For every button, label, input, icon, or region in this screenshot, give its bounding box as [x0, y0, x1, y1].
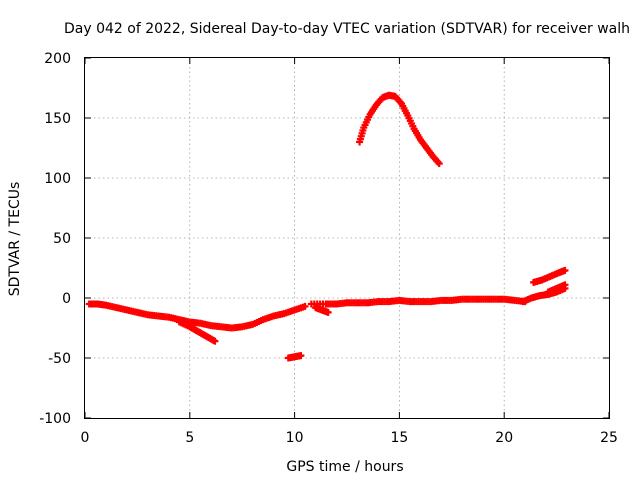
data-point: [435, 160, 443, 168]
series-midday-dips: [312, 304, 332, 316]
data-point: [324, 308, 332, 316]
data-point: [561, 266, 569, 274]
data-point: [301, 302, 309, 310]
x-tick-label: 25: [600, 430, 618, 446]
x-tick-label: 10: [286, 430, 304, 446]
series-descending-branch: [175, 318, 219, 345]
x-tick-label: 20: [495, 430, 513, 446]
series-offset-segment: [284, 352, 305, 362]
y-tick-label: 100: [44, 171, 71, 187]
chart-title: Day 042 of 2022, Sidereal Day-to-day VTE…: [64, 21, 630, 37]
data-point: [297, 352, 305, 360]
y-tick-label: -100: [39, 411, 71, 427]
series-late-upper: [530, 266, 569, 286]
y-tick-label: 50: [53, 231, 71, 247]
y-tick-label: 200: [44, 51, 71, 67]
x-tick-label: 15: [390, 430, 408, 446]
series-hump: [356, 91, 443, 168]
series-late-lower: [519, 284, 569, 306]
series-midday-trace: [307, 295, 529, 308]
y-tick-label: 150: [44, 111, 71, 127]
data-point: [211, 337, 219, 345]
x-tick-label: 0: [81, 430, 90, 446]
data-point: [561, 281, 569, 289]
series-late-upper-2: [544, 281, 569, 296]
plot-frame: [84, 57, 610, 419]
y-tick-label: -50: [48, 351, 71, 367]
series-main-trace: [85, 300, 309, 332]
y-tick-labels: -100 -50 0 50 100 150 200: [39, 51, 71, 427]
x-tick-labels: 0 5 10 15 20 25: [81, 430, 618, 446]
x-axis-label: GPS time / hours: [286, 459, 403, 475]
y-tick-label: 0: [62, 291, 71, 307]
data-points: [85, 91, 569, 362]
y-axis-label: SDTVAR / TECUs: [7, 182, 23, 297]
x-tick-label: 5: [185, 430, 194, 446]
